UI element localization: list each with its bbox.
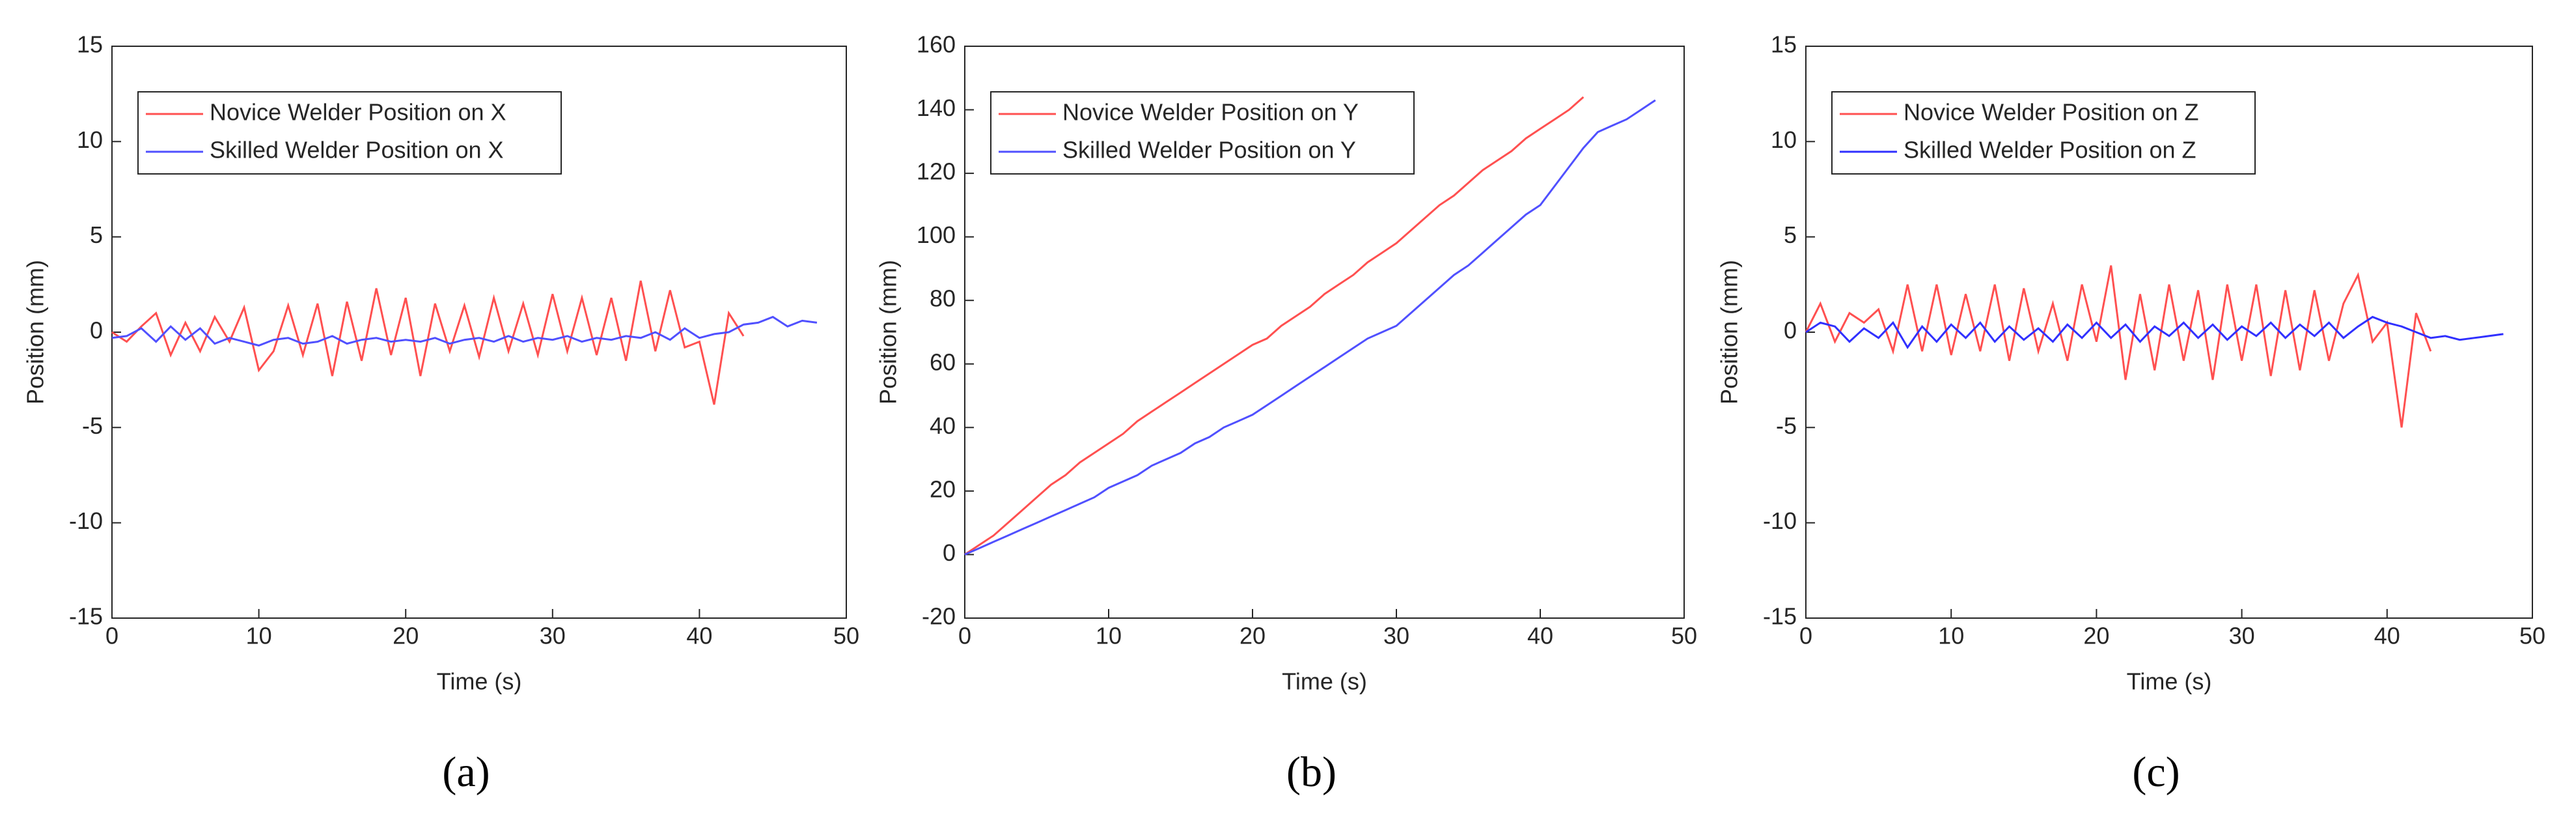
y-axis-label: Position (mm) [22,260,49,404]
y-tick-label: -10 [69,507,103,534]
legend-label: Skilled Welder Position on X [210,137,504,163]
y-tick-label: 5 [90,221,103,248]
x-tick-label: 20 [1240,623,1266,649]
legend-label: Skilled Welder Position on Y [1062,137,1356,163]
x-tick-label: 10 [246,623,272,649]
y-tick-label: 15 [77,31,103,58]
x-tick-label: 0 [105,623,118,649]
y-tick-label: 80 [930,285,956,312]
x-tick-label: 20 [2083,623,2109,649]
y-tick-label: 20 [930,475,956,502]
y-tick-label: -15 [1763,603,1797,630]
x-tick-label: 30 [2229,623,2255,649]
data-line [964,96,1585,556]
y-axis-label: Position (mm) [875,260,902,404]
data-line [111,315,818,347]
x-tick-label: 0 [1799,623,1812,649]
x-axis-label: Time (s) [2127,668,2212,695]
legend-box [990,91,1415,175]
data-line [1805,265,2432,428]
y-tick-label: 10 [1771,126,1797,153]
x-tick-label: 30 [1383,623,1409,649]
y-tick-label: 0 [90,317,103,344]
y-tick-label: 0 [943,539,956,566]
x-axis-label: Time (s) [1282,668,1367,695]
y-tick-label: 15 [1771,31,1797,58]
x-tick-label: 50 [1671,623,1697,649]
x-tick-label: 10 [1096,623,1122,649]
x-tick-label: 40 [2374,623,2400,649]
x-tick-label: 0 [958,623,971,649]
y-tick-label: 160 [917,31,956,58]
x-tick-label: 40 [686,623,712,649]
y-tick-label: -10 [1763,507,1797,534]
x-tick-label: 40 [1527,623,1553,649]
y-tick-label: -5 [1776,412,1797,439]
legend-box [1831,91,2256,175]
legend-label: Novice Welder Position on X [210,99,506,126]
legend-label: Skilled Welder Position on Z [1904,137,2196,163]
x-tick-label: 30 [540,623,566,649]
y-tick-label: 0 [1784,317,1797,344]
legend-label: Novice Welder Position on Y [1062,99,1359,126]
x-tick-label: 50 [833,623,859,649]
caption: (c) [2132,748,2180,796]
x-tick-label: 20 [393,623,419,649]
panel: 0 10 20 30 40 50 -15 -10 -5 0 5 10 15 Time (s) Positio… [1716,31,2546,797]
y-tick-label: 100 [917,221,956,248]
panel: 0 10 20 30 40 50 -15 -10 -5 0 5 10 15 Time (s) Positio… [22,31,860,797]
y-tick-label: 40 [930,412,956,439]
y-tick-label: 120 [917,158,956,185]
panel: 0 10 20 30 40 50-20020406080100120140160Time … [875,31,1698,797]
x-axis-label: Time (s) [437,668,522,695]
data-line [964,99,1656,556]
caption: (a) [442,748,490,796]
data-line [1805,315,2504,350]
legend-label: Novice Welder Position on Z [1904,99,2199,126]
y-axis-label: Position (mm) [1716,260,1743,404]
x-tick-label: 50 [2519,623,2545,649]
y-tick-label: -15 [69,603,103,630]
x-tick-label: 10 [1938,623,1964,649]
y-tick-label: -5 [82,412,103,439]
legend-box [137,91,562,175]
caption: (b) [1286,748,1336,796]
y-tick-label: 140 [917,94,956,121]
y-tick-label: 10 [77,126,103,153]
y-tick-label: 60 [930,348,956,375]
y-tick-label: 5 [1784,221,1797,248]
y-tick-label: -20 [922,603,956,630]
